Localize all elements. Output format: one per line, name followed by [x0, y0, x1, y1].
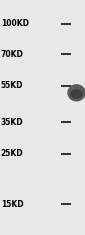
Ellipse shape	[71, 90, 82, 98]
Text: 55KD: 55KD	[1, 81, 23, 90]
Ellipse shape	[68, 85, 85, 101]
Text: 35KD: 35KD	[1, 118, 23, 127]
Text: 70KD: 70KD	[1, 50, 24, 59]
Text: 100KD: 100KD	[1, 19, 29, 28]
Text: 25KD: 25KD	[1, 149, 23, 158]
Text: 15KD: 15KD	[1, 200, 23, 209]
